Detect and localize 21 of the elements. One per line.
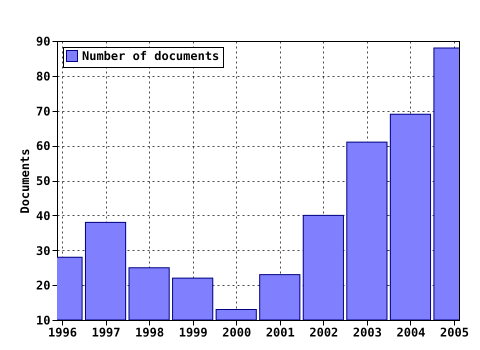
- x-tick-label: 2004: [396, 326, 426, 340]
- legend-label: Number of documents: [82, 49, 220, 63]
- x-tick-label: 1998: [135, 326, 164, 340]
- y-tick-label: 20: [36, 278, 50, 293]
- y-tick-label: 30: [36, 244, 50, 258]
- y-tick-label: 60: [36, 139, 50, 154]
- y-tick-label: 10: [36, 314, 50, 328]
- x-tick-label: 1996: [48, 326, 77, 340]
- y-tick-label: 40: [36, 208, 50, 223]
- x-tick-label: 1999: [178, 326, 208, 340]
- x-tick-label: 2000: [222, 326, 252, 340]
- x-tick-label: 2005: [440, 326, 469, 340]
- x-tick-label: 2002: [309, 326, 338, 340]
- x-tick-label: 2001: [266, 326, 295, 340]
- x-tick-label: 2003: [352, 326, 382, 340]
- y-axis-title: Documents: [18, 148, 32, 214]
- y-tick-label: 50: [36, 174, 50, 188]
- y-tick-label: 80: [36, 69, 50, 84]
- x-tick-label: 1997: [92, 326, 121, 340]
- y-tick-label: 70: [36, 104, 50, 118]
- y-tick-label: 90: [36, 34, 50, 48]
